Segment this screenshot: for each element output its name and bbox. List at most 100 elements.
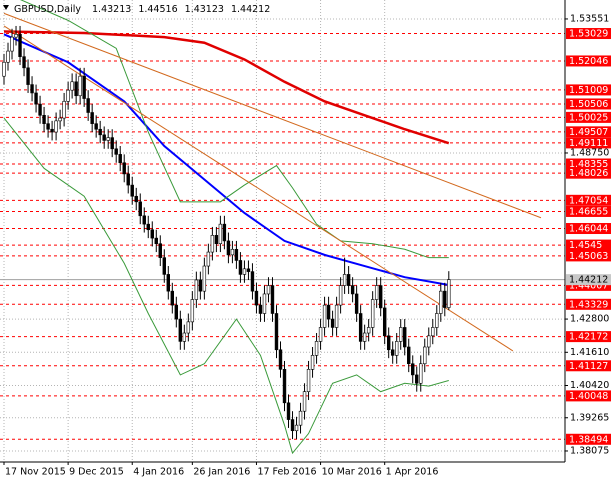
candle-body: [22, 56, 26, 69]
level-label-box: [566, 331, 611, 343]
candle-body: [142, 215, 146, 225]
candle-body: [170, 290, 175, 306]
indicator-line: [3, 25, 514, 352]
candle-body: [435, 313, 439, 328]
level-label: 1.50506: [569, 99, 608, 110]
indicator-line: [3, 33, 449, 287]
candle-body: [10, 36, 14, 52]
candle-body: [318, 327, 323, 342]
level-label: 1.43329: [569, 299, 608, 310]
y-tick-label: 1.40420: [570, 380, 609, 391]
last-low: 1.43123: [185, 4, 224, 15]
candle-body: [443, 290, 447, 308]
candle-body: [330, 318, 335, 328]
candle-body: [419, 363, 423, 384]
candle-body: [282, 369, 287, 404]
candle-body: [178, 318, 183, 342]
level-label: 1.45063: [569, 251, 608, 262]
candle-body: [146, 223, 150, 231]
level-label-box: [566, 167, 611, 179]
level-label-box: [566, 158, 611, 170]
candle-body: [350, 285, 355, 295]
candle-body: [338, 285, 343, 306]
candle-body: [74, 81, 78, 97]
candle-body: [190, 299, 195, 323]
x-tick-label: 9 Dec 2015: [69, 467, 124, 478]
last-open: 1.43213: [92, 4, 131, 15]
level-label: 1.44007: [569, 280, 608, 291]
header: GBPUSD,Daily 1.43213 1.44516 1.43123 1.4…: [14, 4, 270, 15]
candle-body: [66, 89, 70, 102]
candle-body: [86, 98, 90, 113]
level-label: 1.48026: [569, 168, 608, 179]
level-label: 1.4545: [569, 240, 602, 251]
candle-body: [70, 81, 74, 91]
level-label-box: [566, 239, 611, 251]
candle-body: [278, 349, 283, 370]
candle-body: [382, 307, 387, 337]
candle-body: [210, 235, 215, 253]
candle-body: [415, 374, 419, 384]
candle-body: [294, 424, 299, 432]
header-icon: [3, 5, 9, 10]
x-tick-label: 1 Apr 2016: [386, 467, 439, 478]
level-label-box: [566, 390, 611, 402]
candle-body: [42, 114, 46, 124]
level-label: 1.42172: [569, 332, 608, 343]
candle-body: [250, 271, 255, 292]
level-label: 1.46655: [569, 206, 608, 217]
level-label-box: [566, 360, 611, 372]
candle-body: [394, 341, 399, 356]
candle-body: [230, 248, 235, 256]
candle-body: [198, 279, 203, 292]
candle-body: [366, 327, 371, 334]
indicator-line: [3, 117, 449, 455]
candle-body: [134, 195, 138, 203]
candle-body: [50, 128, 54, 133]
level-label: 1.49507: [569, 127, 608, 138]
axis-labels: 1.53551 1.48750 1.42800 1.41610 1.40420 1.392…: [3, 13, 611, 478]
level-label-box: [566, 28, 611, 40]
candle-body: [399, 327, 403, 342]
candle-body: [90, 112, 94, 124]
indicator-line: [20, 0, 449, 259]
candle-body: [407, 346, 411, 365]
y-tick-label: 1.41610: [570, 347, 609, 358]
level-label-box: [566, 126, 611, 138]
candle-body: [94, 123, 98, 130]
level-label: 1.53029: [569, 29, 608, 40]
candle-body: [431, 327, 435, 337]
level-label-box: [566, 55, 611, 67]
candle-body: [322, 304, 327, 328]
candle-body: [218, 223, 223, 245]
price-label-box: [566, 274, 611, 286]
levels: [0, 33, 565, 440]
candle-body: [362, 332, 367, 342]
level-label: 1.49111: [569, 138, 608, 149]
candle-body: [290, 419, 295, 432]
y-tick-label: 1.38075: [570, 445, 609, 456]
candle-body: [286, 402, 291, 420]
candle-body: [102, 134, 106, 141]
candle-body: [378, 285, 383, 309]
candle-body: [38, 103, 42, 116]
candle-body: [46, 123, 50, 130]
level-label-box: [566, 298, 611, 310]
level-label-box: [566, 433, 611, 445]
candle-body: [2, 61, 6, 77]
level-label: 1.41127: [569, 361, 608, 372]
candle-body: [202, 265, 207, 292]
candle-body: [150, 229, 154, 239]
x-tick-label: 4 Jan 2016: [133, 467, 184, 478]
candle-body: [6, 50, 10, 63]
candle-body: [158, 243, 162, 258]
candle-body: [118, 154, 122, 164]
level-label: 1.52046: [569, 56, 608, 67]
y-tick-label: 1.39265: [570, 412, 609, 423]
grid: [0, 0, 565, 462]
candle-body: [26, 67, 30, 85]
candle-body: [423, 346, 427, 365]
candle-body: [439, 290, 443, 314]
candle-body: [182, 332, 187, 342]
